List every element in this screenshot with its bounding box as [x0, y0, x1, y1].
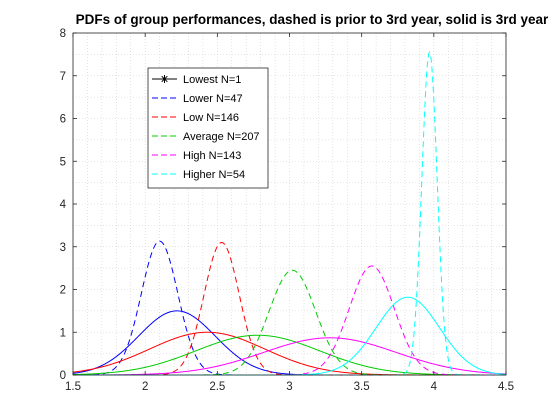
y-tick-label: 1: [60, 327, 66, 339]
chart-title: PDFs of group performances, dashed is pr…: [76, 12, 549, 27]
legend-label: Higher N=54: [183, 169, 245, 181]
y-tick-label: 7: [60, 71, 66, 83]
axis-ticks: 1.5 2 2.5 3 3.5 4 4.5 0 1 2 3 4 5 6 7 8: [60, 28, 514, 393]
y-tick-label: 6: [60, 114, 66, 126]
legend-label: Average N=207: [183, 131, 260, 143]
y-tick-label: 4: [60, 199, 67, 211]
legend: Lowest N=1 Lower N=47 Low N=146 Average N=2…: [147, 67, 269, 189]
x-tick-label: 1.5: [65, 381, 81, 393]
x-tick-label: 4: [431, 381, 438, 393]
x-tick-label: 3.5: [354, 381, 370, 393]
y-tick-label: 0: [60, 370, 66, 382]
legend-label: Lowest N=1: [183, 74, 241, 86]
y-tick-label: 8: [60, 28, 66, 40]
series-low-n-146-prior-dashed: [73, 241, 506, 376]
x-tick-label: 2: [142, 381, 148, 393]
legend-asterisk-marker: [160, 75, 169, 83]
grid: [72, 32, 507, 376]
y-tick-label: 5: [60, 156, 66, 168]
legend-label: Lower N=47: [183, 93, 243, 105]
y-tick-label: 2: [60, 285, 66, 297]
legend-label: Low N=146: [183, 112, 239, 124]
x-tick-label: 4.5: [498, 381, 514, 393]
x-tick-label: 3: [286, 381, 292, 393]
legend-label: High N=143: [183, 150, 241, 162]
legend-box: [147, 67, 269, 189]
x-tick-label: 2.5: [209, 381, 225, 393]
y-tick-label: 3: [60, 242, 66, 254]
